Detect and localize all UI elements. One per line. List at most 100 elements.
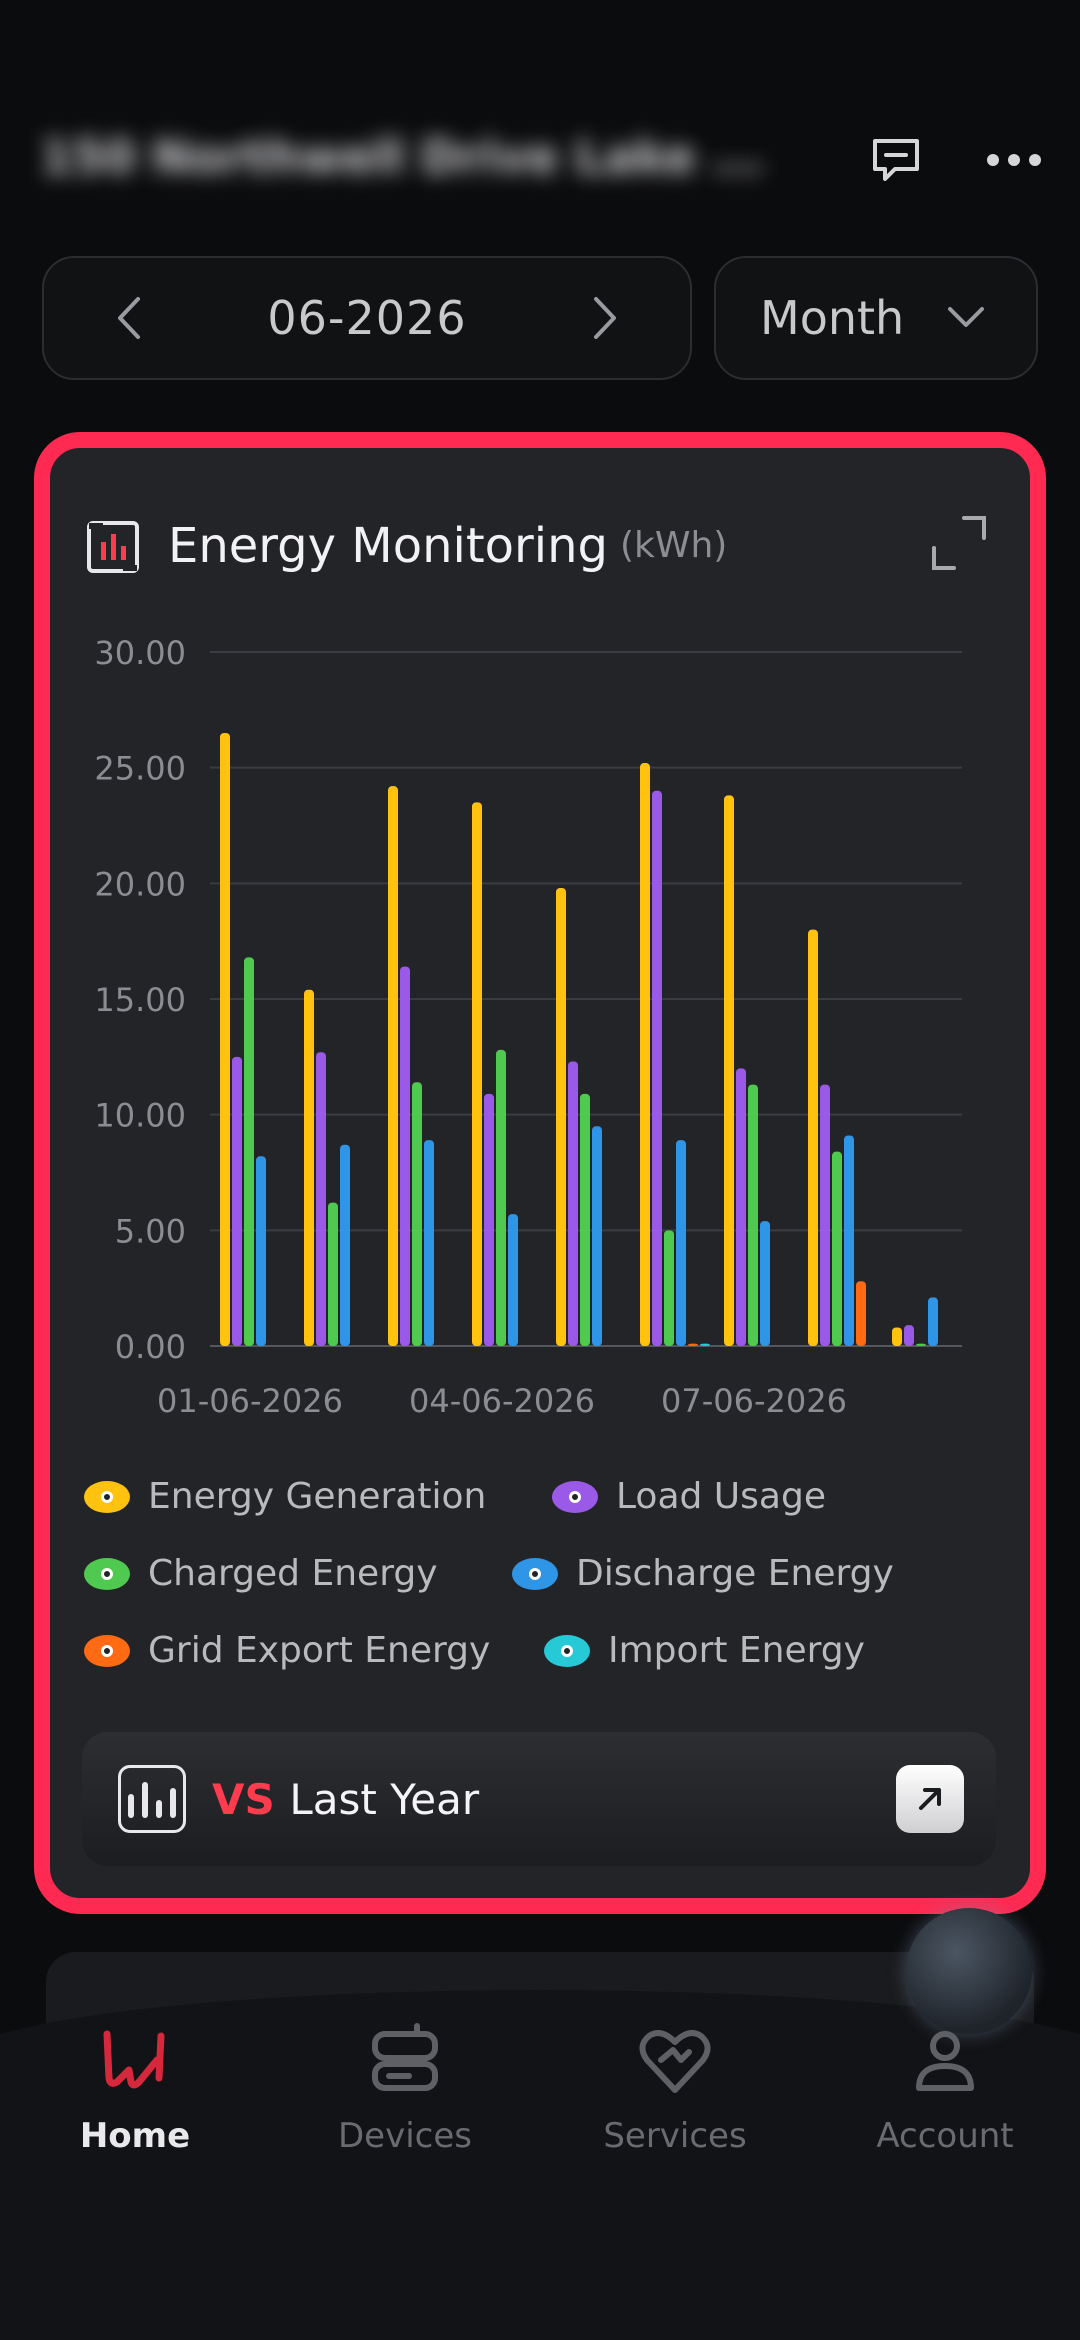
bar	[748, 1084, 758, 1346]
compare-chart-icon	[118, 1765, 186, 1833]
bar	[424, 1140, 434, 1346]
date-selector: 06-2026	[42, 256, 692, 380]
nav-label: Home	[79, 2116, 191, 2156]
bar	[388, 786, 398, 1346]
assistant-bubble-icon[interactable]	[906, 1908, 1032, 2034]
legend-label: Energy Generation	[148, 1476, 487, 1517]
bar	[400, 966, 410, 1346]
bar	[676, 1140, 686, 1346]
current-date[interactable]: 06-2026	[267, 291, 467, 345]
bar	[472, 802, 482, 1346]
y-tick-label: 0.00	[115, 1328, 186, 1366]
vs-label: VS Last Year	[212, 1775, 479, 1824]
legend-charged-energy[interactable]: Charged Energy	[84, 1553, 438, 1594]
legend-discharge-energy[interactable]: Discharge Energy	[512, 1553, 894, 1594]
bar	[496, 1049, 506, 1346]
legend-energy-generation[interactable]: Energy Generation	[84, 1476, 486, 1517]
bar	[508, 1214, 518, 1346]
bar	[760, 1221, 770, 1346]
bar	[664, 1230, 674, 1346]
bar	[736, 1068, 746, 1346]
y-tick-label: 10.00	[94, 1097, 186, 1135]
chevron-left-icon[interactable]	[114, 295, 144, 341]
expand-icon[interactable]	[928, 512, 990, 574]
legend-eye-icon	[512, 1557, 558, 1590]
nav-label: Account	[876, 2116, 1014, 2156]
bar	[928, 1297, 938, 1346]
legend-load-usage[interactable]: Load Usage	[552, 1476, 826, 1517]
period-dropdown[interactable]: Month	[714, 256, 1038, 380]
arrow-up-right-icon[interactable]	[896, 1765, 964, 1833]
bar	[592, 1126, 602, 1346]
legend-eye-icon	[84, 1557, 130, 1590]
bar	[328, 1202, 338, 1346]
bar	[700, 1343, 710, 1346]
legend-label: Charged Energy	[148, 1553, 438, 1594]
legend-label: Load Usage	[616, 1476, 826, 1517]
bar	[568, 1061, 578, 1346]
y-tick-label: 25.00	[94, 750, 186, 788]
bar	[844, 1135, 854, 1346]
bar	[580, 1093, 590, 1346]
card-title: Energy Monitoring	[168, 518, 608, 574]
legend-eye-icon	[84, 1634, 130, 1667]
legend-import-energy[interactable]: Import Energy	[544, 1630, 865, 1671]
nav-account[interactable]: Account	[825, 2020, 1065, 2220]
account-icon	[916, 2031, 974, 2091]
bar	[640, 763, 650, 1346]
nav-services[interactable]: Services	[555, 2020, 795, 2220]
nav-devices[interactable]: Devices	[285, 2020, 525, 2220]
nav-label: Devices	[338, 2116, 472, 2156]
chevron-right-icon[interactable]	[590, 295, 620, 341]
vs-last-year-button[interactable]: VS Last Year	[82, 1732, 996, 1866]
bottom-nav: Home Devices Services Account	[0, 2020, 1080, 2220]
bar	[316, 1052, 326, 1346]
bar	[688, 1343, 698, 1346]
x-tick-label: 07-06-2026	[661, 1382, 847, 1420]
card-unit: (kWh)	[620, 525, 728, 566]
legend-eye-icon	[544, 1634, 590, 1667]
bottom-nav-background	[0, 1990, 1080, 2340]
bar	[916, 1343, 926, 1346]
vs-title: Last Year	[289, 1774, 480, 1824]
nav-label: Services	[603, 2116, 747, 2156]
more-dots-icon[interactable]	[982, 128, 1046, 192]
legend-eye-icon	[84, 1480, 130, 1513]
nav-home[interactable]: Home	[15, 2020, 255, 2220]
energy-bar-chart: 0.00 5.00 10.00 15.00 20.00 25.00 30.00 01-06-2…	[94, 634, 962, 1420]
legend-label: Import Energy	[608, 1630, 865, 1671]
chevron-down-icon	[948, 307, 984, 327]
bar	[220, 732, 230, 1346]
message-icon[interactable]	[864, 128, 928, 192]
bar	[820, 1084, 830, 1346]
bar	[832, 1151, 842, 1346]
period-value: Month	[760, 291, 905, 345]
y-tick-label: 20.00	[94, 865, 186, 903]
y-tick-label: 30.00	[94, 634, 186, 672]
bar	[484, 1093, 494, 1346]
bar	[652, 790, 662, 1346]
x-tick-label: 01-06-2026	[157, 1382, 343, 1420]
bar	[724, 795, 734, 1346]
devices-icon	[372, 2023, 438, 2091]
energy-monitoring-card	[34, 432, 1046, 1914]
bar	[340, 1144, 350, 1346]
vs-prefix: VS	[212, 1774, 275, 1824]
bar	[244, 957, 254, 1346]
chart-report-icon	[87, 521, 139, 573]
x-tick-label: 04-06-2026	[409, 1382, 595, 1420]
home-logo-icon	[103, 2030, 165, 2089]
y-tick-label: 15.00	[94, 981, 186, 1019]
legend-grid-export-energy[interactable]: Grid Export Energy	[84, 1630, 490, 1671]
legend-eye-icon	[552, 1480, 598, 1513]
legend-label: Grid Export Energy	[148, 1630, 491, 1671]
bar	[256, 1156, 266, 1346]
y-tick-label: 5.00	[115, 1212, 186, 1250]
services-heart-icon	[639, 2030, 711, 2093]
site-address[interactable]: 150 Northwell Drive Lake ...	[40, 130, 760, 184]
bar	[808, 929, 818, 1346]
bar	[412, 1082, 422, 1346]
bar	[892, 1327, 902, 1346]
bar	[556, 887, 566, 1346]
bar	[304, 989, 314, 1346]
